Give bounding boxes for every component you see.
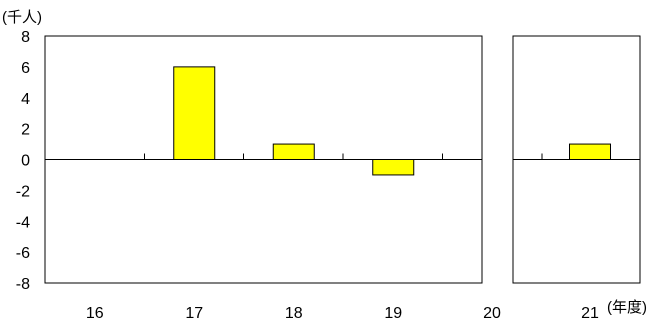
y-tick-label: 4 <box>21 91 30 108</box>
x-tick-label: 18 <box>285 305 303 322</box>
y-tick-label: -8 <box>16 276 30 293</box>
y-tick-label: 6 <box>21 60 30 77</box>
x-tick-label: 16 <box>86 305 104 322</box>
x-unit-label: (年度) <box>607 299 647 316</box>
y-tick-label: -4 <box>16 214 30 231</box>
bar-21 <box>569 143 611 160</box>
y-tick-label: 8 <box>21 29 30 46</box>
bar-18 <box>272 143 315 160</box>
bar-17 <box>173 66 216 160</box>
bar-19 <box>372 159 415 176</box>
y-unit-label: (千人) <box>2 9 42 26</box>
y-tick-label: 2 <box>21 122 30 139</box>
y-tick-label: 0 <box>21 153 30 170</box>
y-tick-label: -2 <box>16 183 30 200</box>
x-tick-label: 20 <box>483 305 501 322</box>
x-tick-label: 17 <box>185 305 203 322</box>
x-tick-label: 21 <box>581 305 599 322</box>
x-tick-label: 19 <box>384 305 402 322</box>
y-tick-label: -6 <box>16 245 30 262</box>
